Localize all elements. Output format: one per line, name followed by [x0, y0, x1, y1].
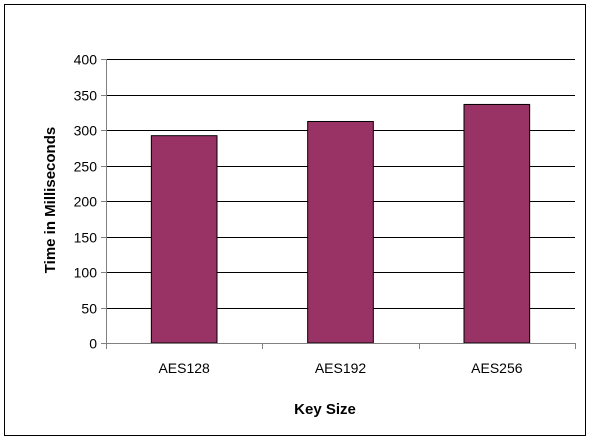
y-tick-label: 50: [81, 301, 97, 317]
x-tick-label: AES128: [158, 360, 210, 376]
y-axis-title: Time in Milliseconds: [42, 127, 59, 273]
bar-aes192: [307, 120, 374, 344]
y-tick-label: 0: [89, 336, 97, 352]
x-axis-title: Key Size: [294, 401, 356, 418]
y-tick-label: 100: [74, 265, 98, 281]
y-tick-label: 200: [74, 194, 98, 210]
x-tick-label: AES256: [471, 360, 523, 376]
y-tick-labels: 0 50 100 150 200 250 300 350 400: [74, 52, 98, 352]
y-tick-label: 300: [74, 123, 98, 139]
bar-aes128: [150, 135, 218, 344]
y-tick-label: 350: [74, 88, 98, 104]
x-tick-label: AES192: [315, 360, 367, 376]
bars: [150, 103, 531, 344]
axes: [101, 59, 576, 349]
y-tick-label: 150: [74, 230, 98, 246]
y-tick-label: 250: [74, 159, 98, 175]
bar-aes256: [463, 103, 531, 344]
y-tick-label: 400: [74, 52, 98, 68]
x-tick-labels: AES128 AES192 AES256: [158, 360, 522, 376]
